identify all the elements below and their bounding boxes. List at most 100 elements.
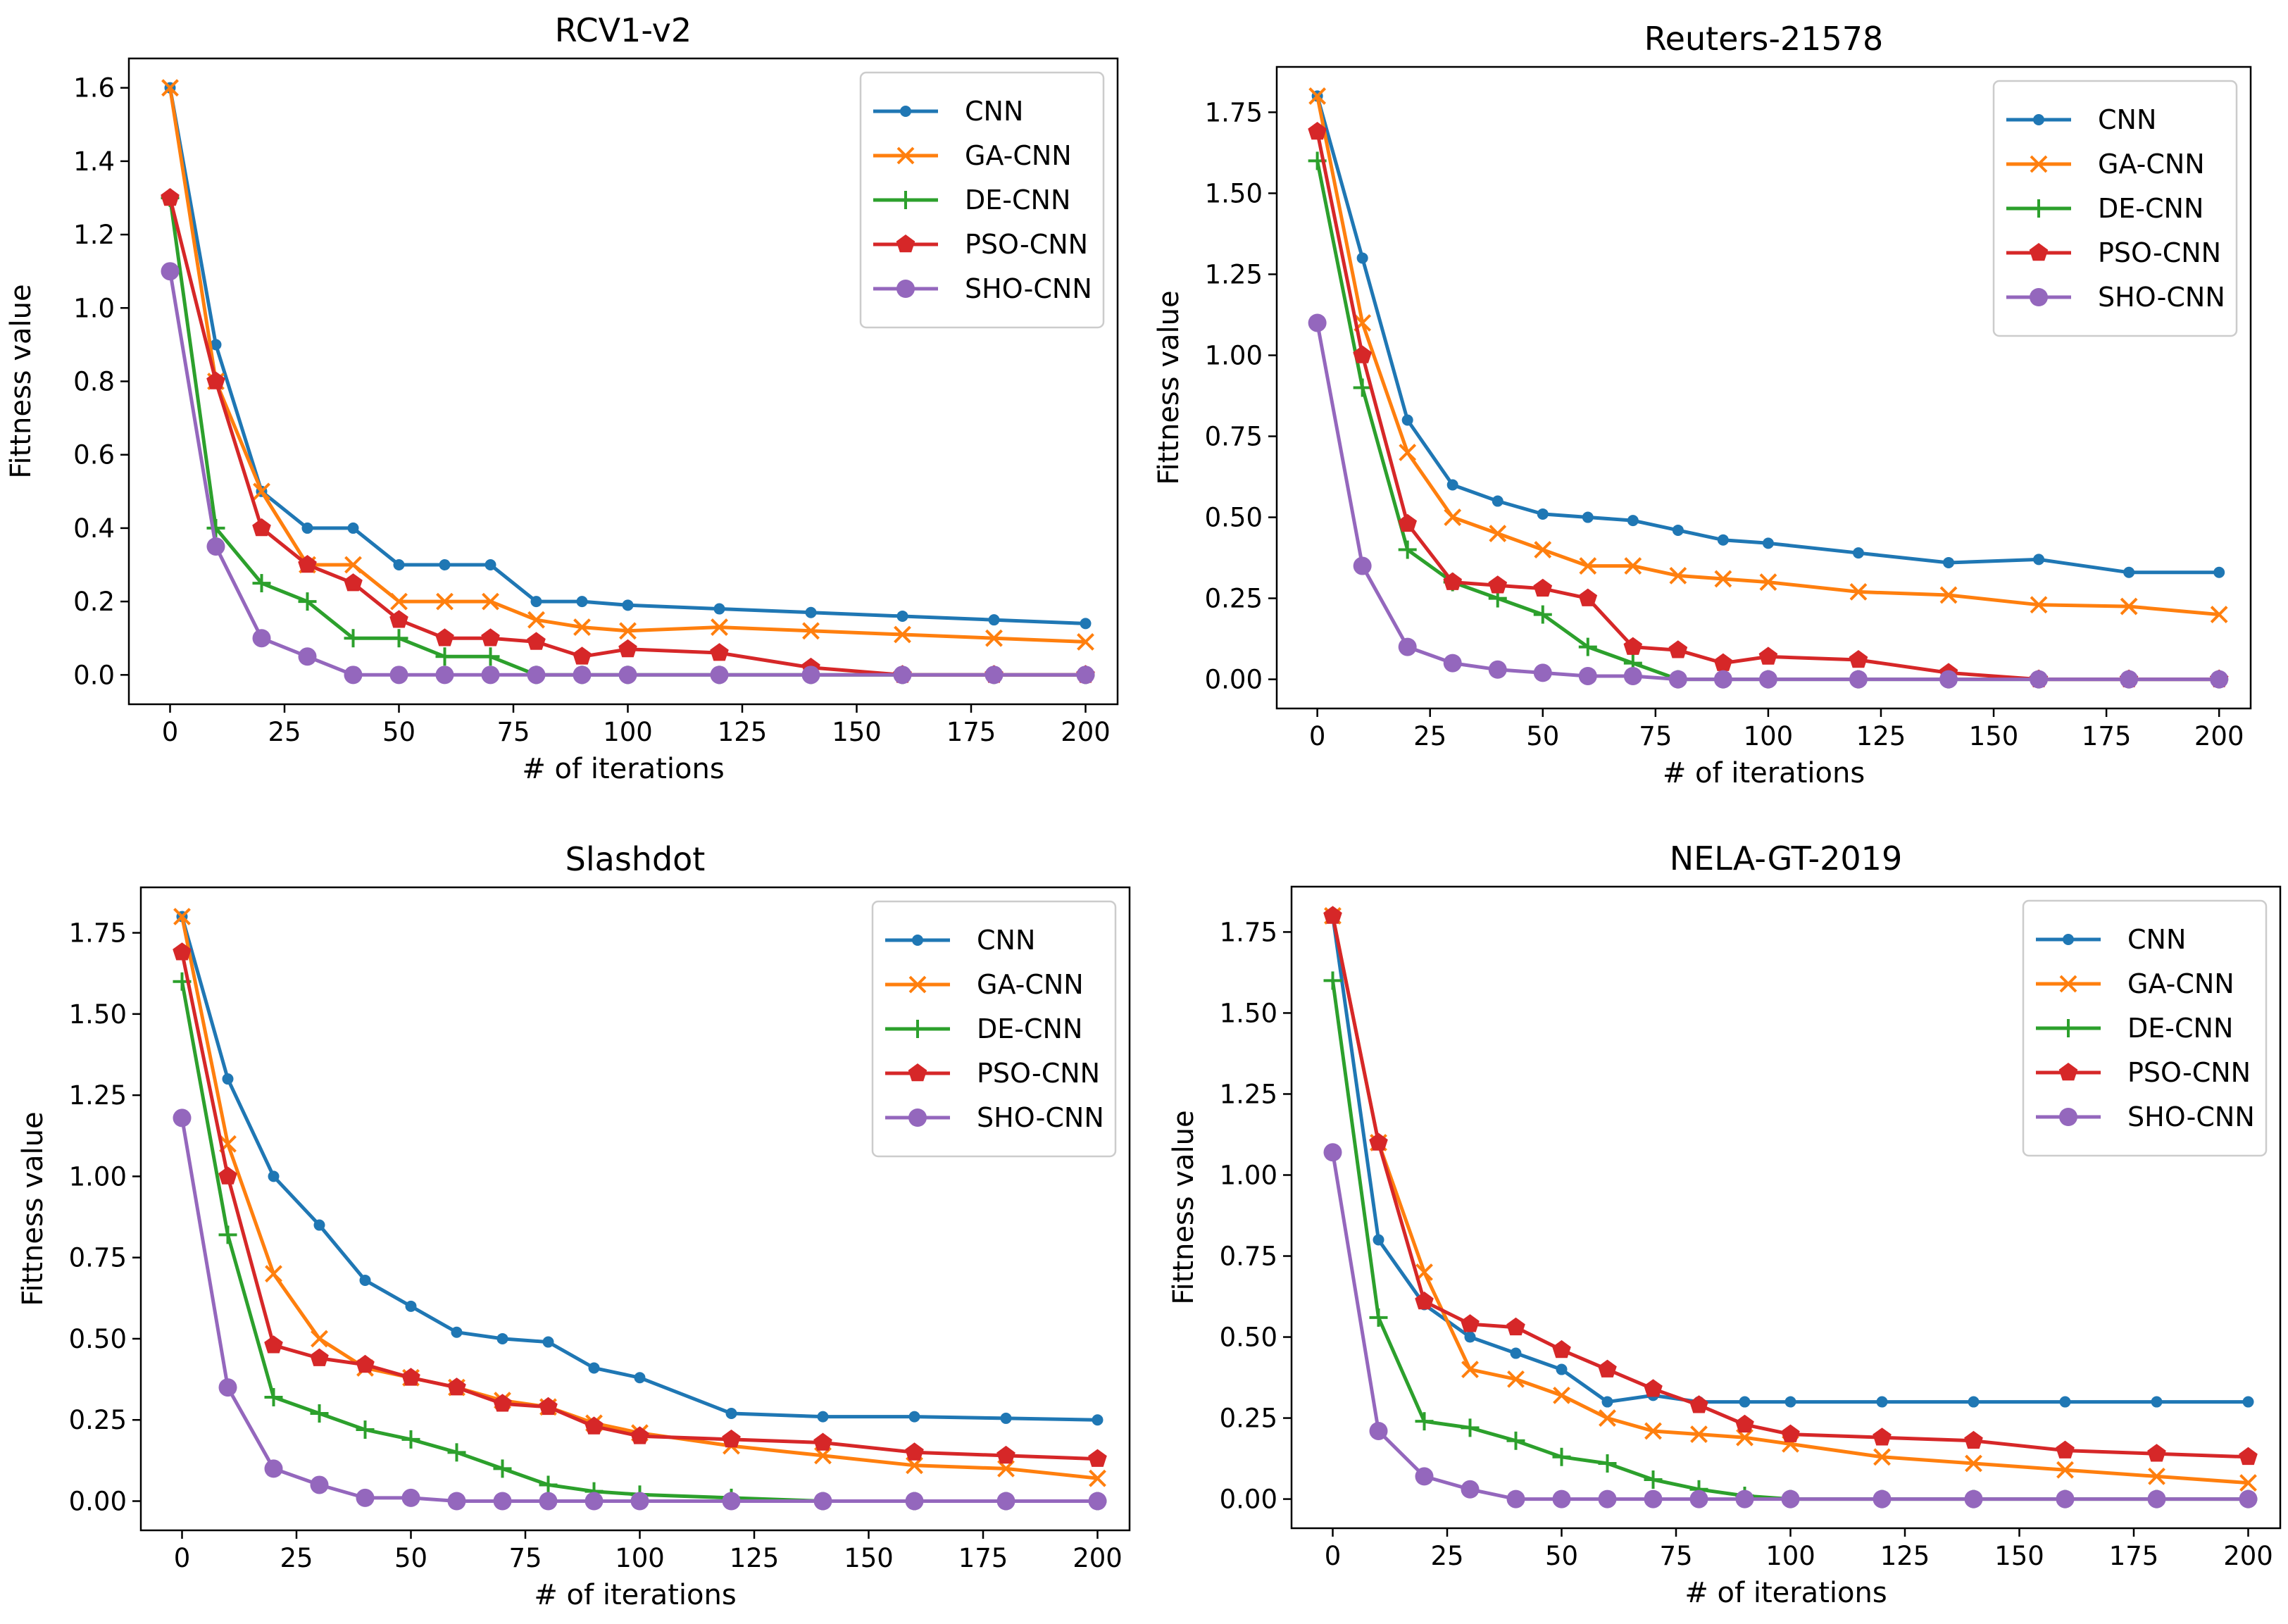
data-point [1401,414,1413,426]
data-point [984,666,1004,685]
series-GA-CNN [1308,87,2228,623]
data-point [1000,1412,1012,1424]
x-tick-label: 125 [718,717,768,747]
data-point [1537,508,1549,520]
data-point [1534,541,1552,558]
data-point [252,518,271,537]
x-tick-label: 25 [268,717,301,747]
data-point [1717,534,1729,546]
data-point [1489,525,1507,542]
legend-label: DE-CNN [2098,193,2203,224]
legend-label: GA-CNN [977,969,1084,1000]
legend-entry: GA-CNN [2036,968,2234,999]
data-point [539,1492,558,1511]
legend-label: DE-CNN [2127,1013,2233,1044]
data-point [1080,618,1092,630]
data-point [619,622,637,640]
data-point [1553,1386,1570,1404]
data-point [265,1265,282,1283]
data-point [1533,663,1552,682]
data-point [1873,1428,1892,1446]
x-tick-label: 200 [1061,717,1111,747]
data-point [1461,1314,1480,1332]
data-point [1369,1132,1388,1151]
data-point [206,371,225,389]
x-tick-label: 100 [603,717,653,747]
y-tick-label: 1.00 [69,1161,127,1192]
x-tick-label: 75 [496,717,530,747]
data-point [264,1459,283,1478]
data-point [1356,252,1368,264]
data-point [1598,1359,1617,1378]
data-point [2033,554,2045,566]
series-CNN [176,911,1104,1426]
series-SHO-CNN [1308,313,2229,689]
data-point [2210,670,2229,689]
data-point [1578,666,1597,685]
legend-marker [2059,1108,2077,1126]
x-tick-label: 0 [1309,721,1326,751]
series-line [1315,94,2221,575]
y-tick-label: 1.25 [69,1080,127,1111]
legend-label: SHO-CNN [977,1102,1104,1133]
data-point [496,1332,508,1344]
data-point [1308,87,1327,105]
data-point [905,1492,924,1511]
data-point [253,482,270,501]
data-point [1759,573,1777,591]
chart-panel-0: 0 25 50 75 100 125 150 175 200 0.0 0.2 0.4 0.6 0.8 1.0… [5,11,1119,785]
legend-marker [908,975,927,994]
data-point [493,1459,512,1478]
legend-entry: GA-CNN [885,969,1084,1000]
x-tick-label: 125 [730,1543,780,1573]
data-point [1873,1489,1892,1509]
data-point [436,592,454,611]
x-axis-label: # of iterations [522,753,724,785]
series-PSO-CNN [1308,122,2229,687]
data-point [252,574,271,593]
data-point [2147,1444,2166,1462]
data-point [2210,606,2228,623]
data-point [1623,666,1642,685]
data-point [439,559,451,571]
series-PSO-CNN [1323,906,2258,1466]
data-point [1088,1449,1107,1467]
data-point [2059,1396,2071,1408]
data-point [1464,1331,1476,1343]
data-point [1506,1317,1525,1336]
data-point [485,559,496,571]
data-point [1690,1425,1708,1443]
legend-entry: DE-CNN [873,185,1070,216]
data-point [161,79,179,97]
x-tick-label: 150 [832,717,882,747]
data-point [1713,653,1733,671]
data-point [2030,596,2048,614]
legend-label: GA-CNN [965,140,1072,171]
series-line [1315,130,2221,682]
data-point [451,1326,463,1338]
data-point [1644,1379,1663,1397]
data-point [1735,1489,1754,1509]
legend-marker [908,1020,927,1038]
data-point [1644,1470,1663,1489]
data-point [435,647,454,666]
data-point [725,1408,737,1419]
data-point [1308,313,1327,332]
series-line [168,269,1087,677]
series-SHO-CNN [173,1108,1107,1511]
data-point [711,618,728,636]
series-line [1331,913,2250,1459]
y-tick-label: 1.00 [1220,1160,1277,1190]
data-point [584,1492,604,1511]
data-point [527,632,546,650]
data-point [344,666,363,685]
data-point [1446,479,1458,491]
chart-title: Reuters-21578 [1644,20,1884,58]
legend-box [871,900,1117,1158]
x-tick-label: 0 [1325,1541,1342,1571]
data-point [1599,1409,1616,1427]
data-point [542,1336,554,1348]
data-point [1689,1395,1708,1413]
data-point [2239,1474,2257,1492]
